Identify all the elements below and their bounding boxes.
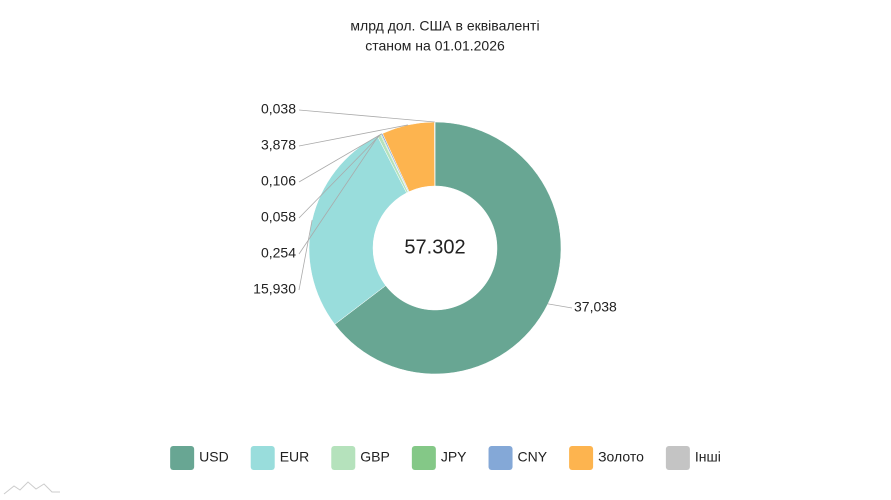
data-label: 0,254 — [261, 245, 296, 261]
label-line — [298, 134, 380, 255]
data-label: 0,038 — [261, 101, 296, 117]
legend-label: JPY — [441, 449, 467, 465]
label-line — [547, 303, 573, 309]
data-label: 0,058 — [261, 209, 296, 225]
legend-label: EUR — [280, 449, 310, 465]
legend-swatch — [569, 446, 594, 470]
legend-label: Інші — [695, 449, 721, 465]
logo — [3, 481, 60, 495]
label-line — [298, 133, 382, 219]
legend-swatch — [665, 446, 690, 470]
center-total: 57.302 — [404, 236, 465, 258]
legend-label: GBP — [360, 449, 390, 465]
legend-swatch — [411, 446, 436, 470]
chart-title: млрд дол. США в еквіваленті — [350, 18, 539, 34]
legend-swatch — [170, 446, 195, 470]
donut-slice — [434, 121, 436, 187]
donut-slice — [334, 121, 562, 375]
label-line — [298, 133, 383, 183]
label-line — [298, 109, 435, 123]
legend-swatch — [331, 446, 356, 470]
data-label: 15,930 — [253, 281, 296, 297]
chart-subtitle: станом на 01.01.2026 — [365, 38, 505, 54]
legend-label: CNY — [518, 449, 548, 465]
data-label: 37,038 — [574, 299, 617, 315]
legend-swatch — [250, 446, 275, 470]
label-line — [298, 220, 313, 291]
label-line — [298, 124, 408, 147]
legend-label: Золото — [598, 449, 644, 465]
data-label: 0,106 — [261, 173, 296, 189]
data-label: 3,878 — [261, 137, 296, 153]
legend-label: USD — [199, 449, 229, 465]
legend-swatch — [488, 446, 513, 470]
